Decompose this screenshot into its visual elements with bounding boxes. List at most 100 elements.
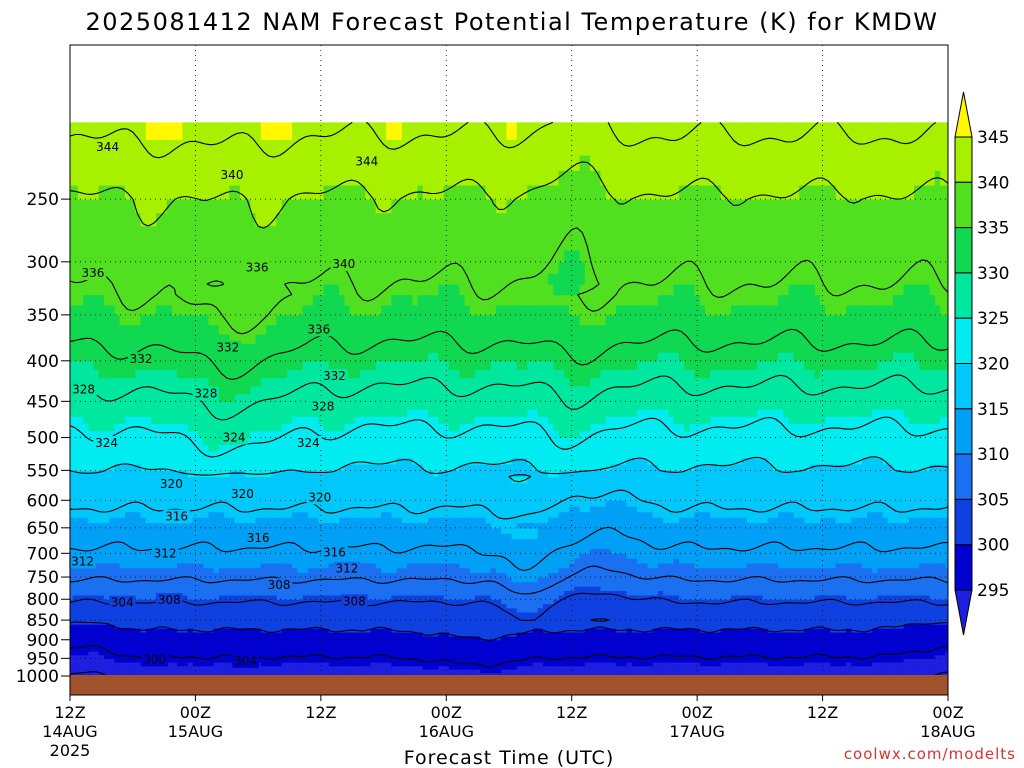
field-cell [182, 261, 189, 274]
field-cell [245, 369, 251, 379]
field-cell [381, 607, 387, 613]
field-cell [93, 343, 100, 353]
field-cell [114, 538, 121, 544]
field-cell [135, 669, 142, 674]
field-cell [151, 616, 157, 621]
field-cell [171, 494, 178, 501]
field-cell [93, 377, 100, 387]
field-cell [234, 360, 241, 370]
field-cell [224, 632, 230, 637]
field-cell [203, 199, 210, 214]
field-cell [72, 476, 79, 484]
field-cell [208, 416, 215, 425]
field-cell [339, 294, 345, 306]
field-cell [77, 581, 84, 587]
field-cell [386, 273, 392, 285]
field-cell [292, 620, 298, 625]
field-cell [266, 393, 272, 402]
field-cell [370, 548, 377, 554]
field-cell [77, 603, 84, 609]
field-cell [381, 212, 387, 227]
field-cell [135, 632, 142, 637]
field-cell [354, 500, 361, 507]
field-cell [119, 334, 126, 344]
field-cell [166, 212, 173, 227]
field-cell [88, 632, 95, 637]
field-cell [203, 522, 210, 529]
field-cell [213, 527, 220, 534]
field-cell [192, 577, 199, 583]
field-cell [281, 672, 288, 675]
field-cell [260, 238, 267, 251]
field-cell [313, 464, 319, 471]
field-cell [323, 261, 330, 274]
field-cell [93, 470, 100, 478]
field-cell [370, 553, 377, 559]
field-cell [88, 314, 95, 326]
field-cell [349, 543, 356, 549]
field-cell [381, 500, 387, 507]
field-cell [203, 470, 210, 478]
field-cell [177, 632, 183, 637]
field-cell [381, 470, 387, 478]
field-cell [124, 476, 131, 484]
field-cell [177, 607, 183, 613]
field-cell [119, 122, 126, 140]
field-cell [250, 517, 257, 524]
field-cell [224, 527, 230, 534]
field-cell [307, 170, 314, 186]
field-cell [255, 314, 262, 326]
field-cell [77, 586, 84, 592]
field-cell [266, 669, 272, 674]
field-cell [166, 669, 173, 674]
field-cell [98, 488, 105, 496]
field-cell [381, 632, 387, 637]
field-cell [124, 294, 131, 306]
field-cell [98, 294, 105, 306]
field-cell [72, 122, 79, 140]
field-cell [166, 139, 173, 156]
field-cell [203, 482, 210, 490]
field-cell [328, 517, 335, 524]
field-cell [218, 464, 225, 471]
field-cell [260, 563, 267, 569]
field-cell [124, 517, 131, 524]
field-cell [271, 401, 277, 410]
field-cell [77, 647, 84, 652]
field-cell [318, 457, 324, 465]
field-cell [218, 611, 225, 617]
field-cell [218, 586, 225, 592]
field-cell [354, 212, 361, 227]
field-cell [286, 488, 293, 496]
field-cell [323, 669, 330, 674]
field-cell [281, 639, 288, 645]
field-cell [156, 360, 162, 370]
field-cell [177, 567, 183, 573]
field-cell [307, 511, 314, 518]
field-cell [114, 572, 121, 578]
field-cell [72, 567, 79, 573]
field-cell [281, 635, 288, 641]
field-cell [140, 665, 147, 670]
field-cell [198, 590, 204, 596]
field-cell [77, 304, 84, 316]
field-cell [72, 632, 79, 637]
field-cell [187, 558, 194, 564]
field-cell [187, 594, 194, 600]
field-cell [130, 470, 136, 478]
field-cell [318, 250, 324, 263]
field-cell [386, 437, 392, 445]
field-cell [313, 572, 319, 578]
field-cell [375, 284, 382, 296]
field-cell [354, 369, 361, 379]
field-cell [271, 334, 277, 344]
field-cell [255, 377, 262, 387]
field-cell [313, 122, 319, 140]
field-cell [365, 553, 372, 559]
field-cell [98, 343, 105, 353]
field-cell [344, 304, 351, 316]
field-cell [198, 470, 204, 478]
field-cell [281, 548, 288, 554]
field-cell [187, 430, 194, 439]
field-cell [245, 423, 251, 432]
